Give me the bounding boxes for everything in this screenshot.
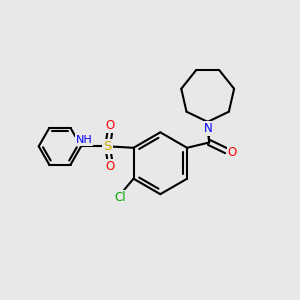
Text: N: N <box>204 122 213 135</box>
Text: S: S <box>103 140 112 153</box>
Text: O: O <box>227 146 237 159</box>
Text: Cl: Cl <box>115 191 126 204</box>
Text: O: O <box>105 119 115 132</box>
Text: NH: NH <box>76 135 92 145</box>
Text: O: O <box>105 160 115 173</box>
